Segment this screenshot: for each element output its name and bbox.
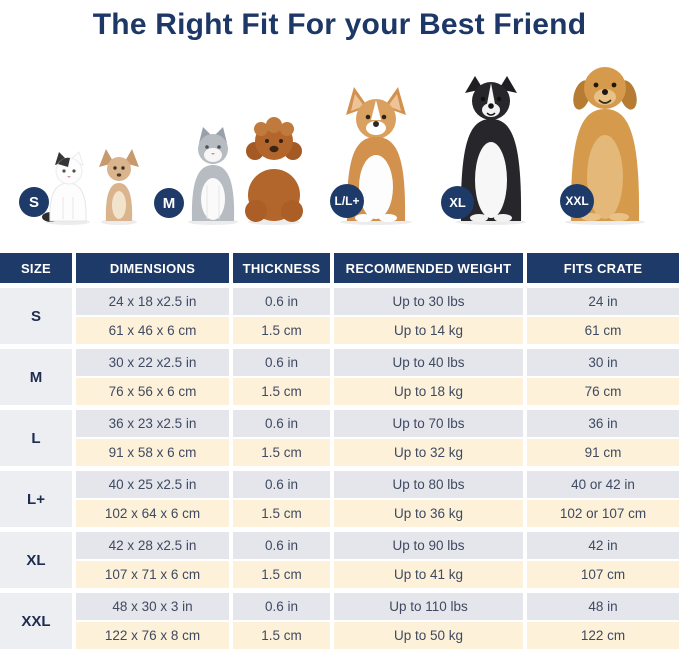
table-row: 107 x 71 x 6 cm 1.5 cm Up to 41 kg 107 cm bbox=[76, 561, 679, 588]
table-cell: 0.6 in bbox=[233, 471, 330, 498]
size-label: L bbox=[0, 410, 72, 466]
table-cell: 36 x 23 x2.5 in bbox=[76, 410, 229, 437]
table-cell: Up to 80 lbs bbox=[334, 471, 523, 498]
table-row: 91 x 58 x 6 cm 1.5 cm Up to 32 kg 91 cm bbox=[76, 439, 679, 466]
size-label: S bbox=[0, 288, 72, 344]
column-header-dimensions: DIMENSIONS bbox=[76, 253, 229, 283]
table-cell: 1.5 cm bbox=[233, 439, 330, 466]
table-row: 76 x 56 x 6 cm 1.5 cm Up to 18 kg 76 cm bbox=[76, 378, 679, 405]
table-row: 48 x 30 x 3 in 0.6 in Up to 110 lbs 48 in bbox=[76, 593, 679, 620]
table-cell: Up to 36 kg bbox=[334, 500, 523, 527]
size-group-s: S 24 x 18 x2.5 in 0.6 in Up to 30 lbs 24 in 6… bbox=[0, 288, 679, 344]
size-table: SIZE DIMENSIONS THICKNESS RECOMMENDED WEIGH… bbox=[0, 253, 679, 654]
page-title: The Right Fit For your Best Friend bbox=[92, 8, 587, 41]
table-cell: Up to 32 kg bbox=[334, 439, 523, 466]
size-badge-l-lplus: L/L+ bbox=[330, 184, 364, 218]
table-cell: 107 cm bbox=[527, 561, 679, 588]
table-cell: 91 x 58 x 6 cm bbox=[76, 439, 229, 466]
table-cell: 76 cm bbox=[527, 378, 679, 405]
size-label: L+ bbox=[0, 471, 72, 527]
table-cell: 42 x 28 x2.5 in bbox=[76, 532, 229, 559]
table-cell: Up to 90 lbs bbox=[334, 532, 523, 559]
table-cell: 76 x 56 x 6 cm bbox=[76, 378, 229, 405]
table-cell: 1.5 cm bbox=[233, 378, 330, 405]
table-cell: Up to 14 kg bbox=[334, 317, 523, 344]
size-badge-s: S bbox=[19, 187, 49, 217]
border-collie-illustration bbox=[449, 73, 533, 225]
table-cell: 0.6 in bbox=[233, 593, 330, 620]
size-group-rows: 42 x 28 x2.5 in 0.6 in Up to 90 lbs 42 in 10… bbox=[76, 532, 679, 588]
golden-retriever-illustration bbox=[557, 61, 653, 225]
size-group-rows: 24 x 18 x2.5 in 0.6 in Up to 30 lbs 24 in 61… bbox=[76, 288, 679, 344]
table-cell: 40 x 25 x2.5 in bbox=[76, 471, 229, 498]
table-cell: Up to 70 lbs bbox=[334, 410, 523, 437]
table-cell: 0.6 in bbox=[233, 349, 330, 376]
size-label: XXL bbox=[0, 593, 72, 649]
table-cell: 36 in bbox=[527, 410, 679, 437]
table-cell: 42 in bbox=[527, 532, 679, 559]
table-cell: 0.6 in bbox=[233, 532, 330, 559]
table-cell: Up to 110 lbs bbox=[334, 593, 523, 620]
table-cell: 61 x 46 x 6 cm bbox=[76, 317, 229, 344]
table-row: 102 x 64 x 6 cm 1.5 cm Up to 36 kg 102 or 1… bbox=[76, 500, 679, 527]
table-cell: 1.5 cm bbox=[233, 622, 330, 649]
white-cat-illustration bbox=[42, 151, 94, 225]
pets-strip: S M L/L+ XL XXL bbox=[0, 52, 679, 247]
table-cell: Up to 30 lbs bbox=[334, 288, 523, 315]
table-row: 61 x 46 x 6 cm 1.5 cm Up to 14 kg 61 cm bbox=[76, 317, 679, 344]
size-group-rows: 30 x 22 x2.5 in 0.6 in Up to 40 lbs 30 in 76… bbox=[76, 349, 679, 405]
table-cell: 122 x 76 x 8 cm bbox=[76, 622, 229, 649]
table-cell: 1.5 cm bbox=[233, 317, 330, 344]
size-group-xl: XL 42 x 28 x2.5 in 0.6 in Up to 90 lbs 42 in… bbox=[0, 532, 679, 588]
size-badge-xl: XL bbox=[441, 186, 474, 219]
size-label: M bbox=[0, 349, 72, 405]
table-cell: 1.5 cm bbox=[233, 561, 330, 588]
table-row: 42 x 28 x2.5 in 0.6 in Up to 90 lbs 42 in bbox=[76, 532, 679, 559]
size-group-rows: 48 x 30 x 3 in 0.6 in Up to 110 lbs 48 in 12… bbox=[76, 593, 679, 649]
size-group-l: L 36 x 23 x2.5 in 0.6 in Up to 70 lbs 36 in 9… bbox=[0, 410, 679, 466]
table-cell: 40 or 42 in bbox=[527, 471, 679, 498]
table-cell: 48 x 30 x 3 in bbox=[76, 593, 229, 620]
size-label: XL bbox=[0, 532, 72, 588]
table-row: 122 x 76 x 8 cm 1.5 cm Up to 50 kg 122 cm bbox=[76, 622, 679, 649]
table-cell: Up to 18 kg bbox=[334, 378, 523, 405]
table-cell: 48 in bbox=[527, 593, 679, 620]
table-cell: 102 or 107 cm bbox=[527, 500, 679, 527]
table-cell: Up to 41 kg bbox=[334, 561, 523, 588]
chihuahua-illustration bbox=[97, 147, 141, 225]
corgi-illustration bbox=[332, 85, 420, 225]
column-header-recommended-weight: RECOMMENDED WEIGHT bbox=[334, 253, 523, 283]
table-cell: 24 in bbox=[527, 288, 679, 315]
table-cell: 102 x 64 x 6 cm bbox=[76, 500, 229, 527]
table-row: 24 x 18 x2.5 in 0.6 in Up to 30 lbs 24 in bbox=[76, 288, 679, 315]
size-badge-xxl: XXL bbox=[560, 184, 594, 218]
size-group-rows: 40 x 25 x2.5 in 0.6 in Up to 80 lbs 40 or 4… bbox=[76, 471, 679, 527]
table-cell: 91 cm bbox=[527, 439, 679, 466]
gray-cat-illustration bbox=[183, 125, 243, 225]
size-badge-m: M bbox=[154, 188, 184, 218]
table-header-row: SIZE DIMENSIONS THICKNESS RECOMMENDED WEIGH… bbox=[0, 253, 679, 283]
size-group-m: M 30 x 22 x2.5 in 0.6 in Up to 40 lbs 30 in 7… bbox=[0, 349, 679, 405]
poodle-illustration bbox=[243, 117, 305, 225]
column-header-size: SIZE bbox=[0, 253, 72, 283]
table-cell: 61 cm bbox=[527, 317, 679, 344]
table-cell: 24 x 18 x2.5 in bbox=[76, 288, 229, 315]
size-group-lplus: L+ 40 x 25 x2.5 in 0.6 in Up to 80 lbs 40 or… bbox=[0, 471, 679, 527]
size-group-rows: 36 x 23 x2.5 in 0.6 in Up to 70 lbs 36 in 91… bbox=[76, 410, 679, 466]
table-cell: 0.6 in bbox=[233, 288, 330, 315]
table-row: 30 x 22 x2.5 in 0.6 in Up to 40 lbs 30 in bbox=[76, 349, 679, 376]
table-row: 40 x 25 x2.5 in 0.6 in Up to 80 lbs 40 or 4… bbox=[76, 471, 679, 498]
table-cell: 1.5 cm bbox=[233, 500, 330, 527]
table-cell: Up to 40 lbs bbox=[334, 349, 523, 376]
table-cell: 0.6 in bbox=[233, 410, 330, 437]
column-header-thickness: THICKNESS bbox=[233, 253, 330, 283]
size-group-xxl: XXL 48 x 30 x 3 in 0.6 in Up to 110 lbs 48 i… bbox=[0, 593, 679, 649]
table-cell: 107 x 71 x 6 cm bbox=[76, 561, 229, 588]
table-cell: 30 in bbox=[527, 349, 679, 376]
table-cell: Up to 50 kg bbox=[334, 622, 523, 649]
table-cell: 30 x 22 x2.5 in bbox=[76, 349, 229, 376]
table-cell: 122 cm bbox=[527, 622, 679, 649]
column-header-fits-crate: FITS CRATE bbox=[527, 253, 679, 283]
table-row: 36 x 23 x2.5 in 0.6 in Up to 70 lbs 36 in bbox=[76, 410, 679, 437]
